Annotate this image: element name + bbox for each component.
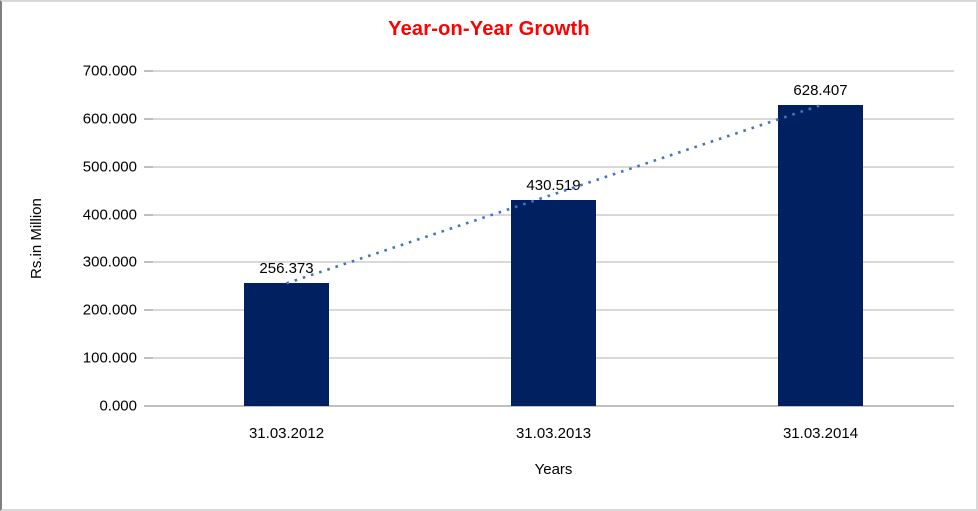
data-label: 430.519 (526, 176, 581, 194)
y-tick-mark (144, 357, 153, 360)
x-axis-title: Years (534, 461, 573, 478)
gridline (153, 165, 954, 168)
x-tick-labels: 31.03.2012 31.03.2013 31.03.2014 (153, 425, 954, 447)
bar-31.03.2012 (244, 283, 329, 406)
y-tick-mark (144, 261, 153, 264)
plot-area: 256.373 430.519 628.407 (144, 70, 954, 407)
y-tick-mark (144, 70, 153, 72)
chart-title: Year-on-Year Growth (388, 18, 590, 40)
trendline-path (286, 104, 821, 285)
gridline (153, 70, 954, 72)
x-tick-label: 31.03.2014 (782, 425, 859, 442)
trendline (286, 104, 821, 285)
x-tick-label: 31.03.2012 (248, 425, 325, 442)
y-tick-label: 100.000 (82, 349, 137, 367)
y-tick-mark (144, 213, 153, 216)
y-tick-label: 600.000 (82, 110, 137, 128)
y-tick-label: 700.000 (82, 62, 137, 80)
y-tick-labels: 0.000 100.000 200.000 300.000 400.000 500.000… (2, 63, 137, 415)
y-tick-label: 200.000 (82, 301, 137, 319)
y-tick-label: 0.000 (99, 397, 137, 415)
y-tick-mark (144, 309, 153, 312)
y-tick-mark (144, 405, 153, 407)
bar-31.03.2014 (778, 105, 863, 406)
y-tick-mark (144, 117, 153, 120)
data-label: 256.373 (259, 260, 314, 278)
x-tick-label: 31.03.2013 (515, 425, 592, 442)
y-tick-label: 300.000 (82, 253, 137, 271)
x-axis-line (153, 405, 954, 407)
y-tick-label: 400.000 (82, 206, 137, 224)
y-tick-label: 500.000 (82, 158, 137, 176)
data-label: 628.407 (793, 82, 848, 100)
gridline (153, 117, 954, 120)
y-tick-mark (144, 165, 153, 168)
bar-31.03.2013 (511, 199, 596, 406)
